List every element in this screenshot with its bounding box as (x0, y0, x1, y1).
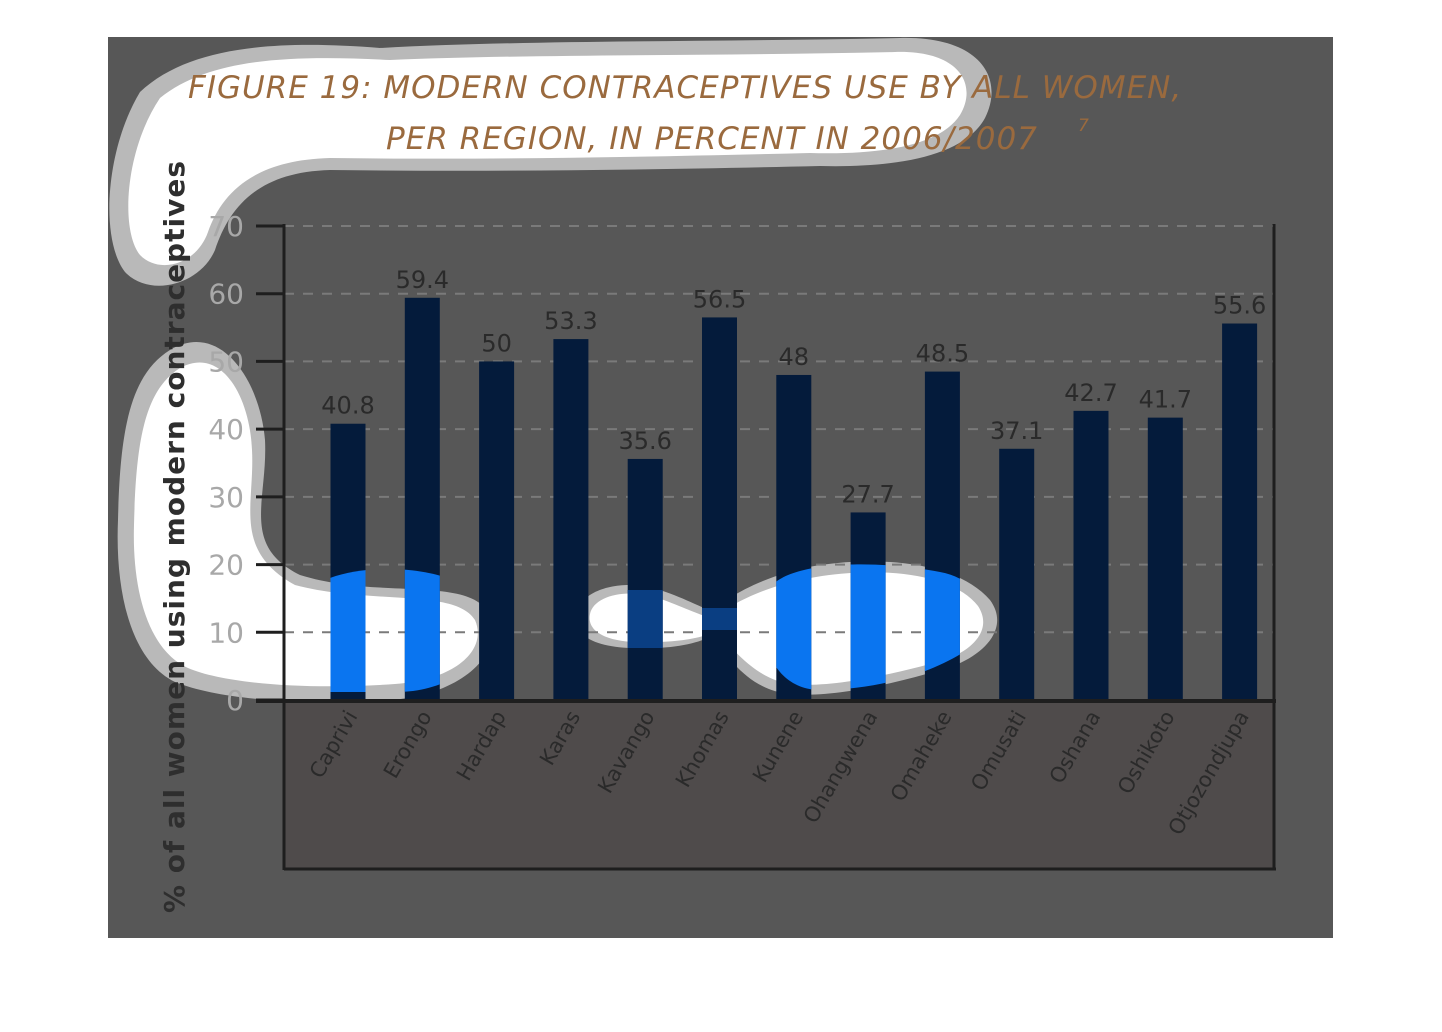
value-label: 48 (779, 343, 810, 371)
highlighted-bar-segment (330, 568, 366, 692)
bar-khomas (702, 317, 737, 700)
value-label: 56.5 (693, 285, 746, 313)
value-label: 41.7 (1139, 386, 1192, 414)
tinted-bar-segment (702, 608, 737, 630)
bar-kavango (627, 458, 663, 700)
chart-title-line2: PER REGION, IN PERCENT IN 2006/2007 (386, 121, 1038, 157)
chart-title-line1: FIGURE 19: MODERN CONTRACEPTIVES USE BY … (188, 70, 1182, 106)
bar-oshikoto (1147, 417, 1183, 700)
y-axis-label: % of all women using modern contraceptiv… (158, 160, 191, 913)
y-tick-labels: 0 10 20 30 40 50 60 70 (208, 210, 244, 717)
y-tick-label: 70 (208, 210, 244, 243)
bar-omusati (999, 448, 1035, 700)
value-label: 48.5 (916, 340, 969, 368)
category-label-area (284, 702, 1274, 869)
value-label: 53.3 (544, 307, 597, 335)
value-label: 55.6 (1213, 292, 1266, 320)
value-label: 37.1 (990, 417, 1043, 445)
y-tick-label: 20 (208, 549, 244, 582)
title-blob-white (128, 51, 967, 266)
value-label: 59.4 (396, 266, 449, 294)
highlighted-bar-segment (850, 564, 886, 690)
axis-blob-white (133, 362, 478, 687)
y-tick-label: 10 (208, 616, 244, 649)
chart-title-superscript: 7 (1078, 116, 1090, 136)
y-tick-label: 0 (226, 684, 244, 717)
value-label: 42.7 (1064, 379, 1117, 407)
bar-oshana (1073, 410, 1109, 700)
axes (256, 224, 1276, 871)
highlighted-bar-segment (404, 568, 440, 692)
value-label: 40.8 (321, 392, 374, 420)
highlighted-bar-segment (776, 564, 812, 690)
overlay-blobs (109, 37, 998, 702)
bar-karas (553, 339, 589, 700)
y-tick-label: 60 (208, 278, 244, 311)
value-label: 35.6 (618, 427, 671, 455)
tinted-bar-segment (627, 590, 663, 648)
y-tick-label: 50 (208, 345, 244, 378)
y-tick-label: 40 (208, 413, 244, 446)
bar-otjozondjupa (1222, 323, 1258, 700)
value-labels: 40.8 59.4 50 53.3 35.6 56.5 48 27.7 48.5 37.1 42.7… (321, 266, 1266, 509)
value-label: 27.7 (841, 480, 894, 508)
bar-hardap (479, 361, 515, 700)
y-tick-label: 30 (208, 481, 244, 514)
value-label: 50 (481, 329, 512, 357)
